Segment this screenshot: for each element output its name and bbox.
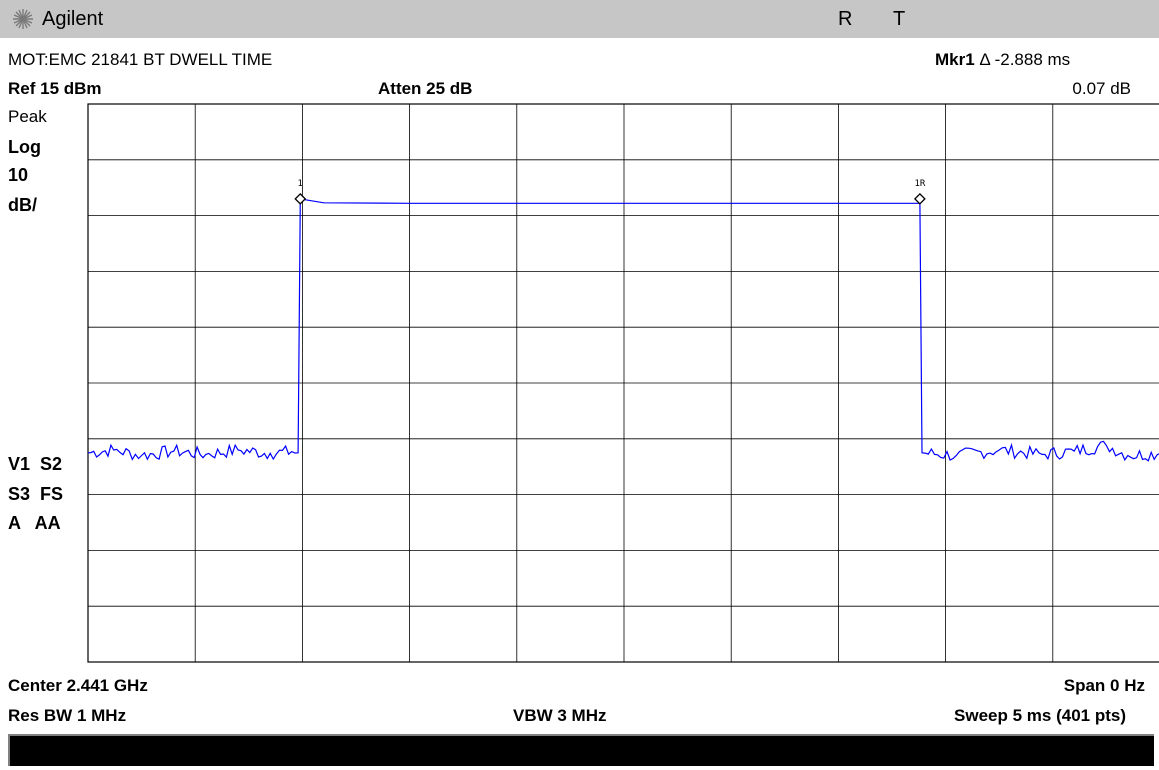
- marker-readout: Mkr1 Δ -2.888 ms: [935, 51, 1070, 68]
- trace-line: [87, 198, 1159, 462]
- ref-level: Ref 15 dBm: [8, 79, 102, 98]
- trace-group: [87, 198, 1159, 462]
- marker-tag: 1R: [914, 179, 925, 189]
- trigger-indicator: T: [893, 8, 906, 30]
- graticule: [87, 103, 1159, 663]
- marker-delta-symbol: Δ: [979, 50, 990, 69]
- agilent-spark-icon: [13, 9, 33, 29]
- status-bar: [8, 734, 1154, 766]
- title-bar: Agilent R T: [0, 0, 1159, 38]
- marker-diamond: [294, 192, 307, 205]
- marker-group: 1 1R: [294, 179, 926, 205]
- marker-diamond: [913, 192, 926, 205]
- marker-time: -2.888 ms: [994, 50, 1071, 69]
- resolution-bandwidth: Res BW 1 MHz: [8, 706, 127, 725]
- marker-level: 0.07 dB: [1072, 79, 1131, 98]
- attenuation: Atten 25 dB: [378, 79, 473, 98]
- brand-logo: Agilent: [12, 7, 103, 31]
- scale-type: Log: [8, 137, 41, 157]
- marker-label: Mkr1: [935, 50, 975, 69]
- center-frequency: Center 2.441 GHz: [8, 676, 148, 695]
- sweep-time: Sweep 5 ms (401 pts): [954, 706, 1126, 725]
- span: Span 0 Hz: [1063, 676, 1145, 695]
- plot-title: MOT:EMC 21841 BT DWELL TIME: [8, 50, 273, 69]
- scale-value: 10: [8, 165, 29, 185]
- brand-name: Agilent: [42, 7, 104, 30]
- video-bandwidth: VBW 3 MHz: [513, 706, 607, 725]
- remote-indicator: R: [838, 8, 853, 30]
- status-line-2: S3 FS: [8, 484, 64, 504]
- status-line-1: V1 S2: [8, 454, 63, 474]
- detector-mode: Peak: [8, 107, 47, 126]
- status-line-3: A AA: [8, 513, 61, 533]
- marker-tag: 1: [298, 179, 303, 189]
- scale-unit: dB/: [8, 195, 37, 215]
